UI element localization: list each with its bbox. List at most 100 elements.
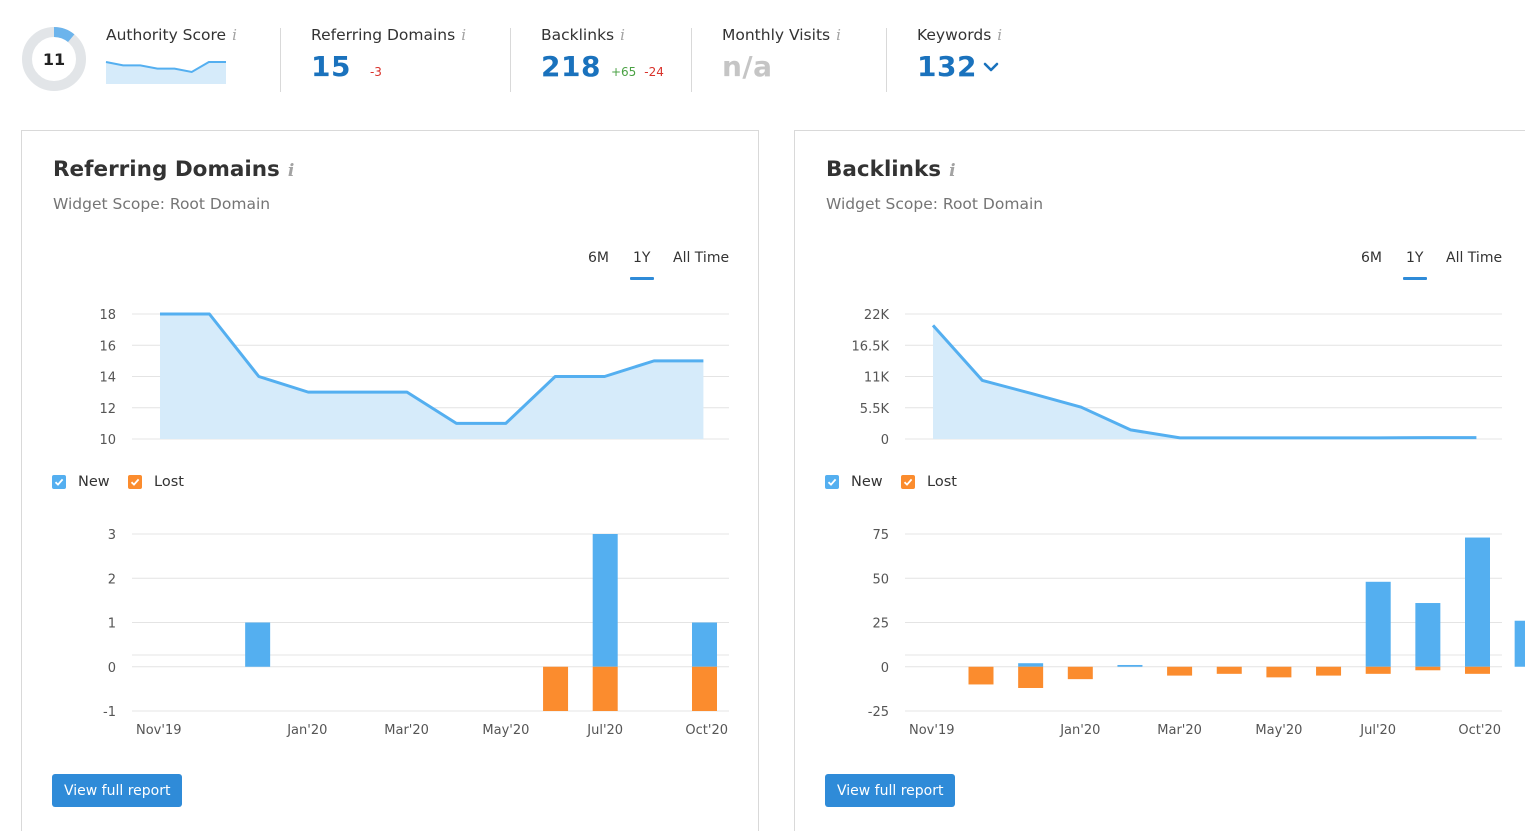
info-icon[interactable]: i: [461, 26, 467, 44]
referring-domains-bar-chart: 3 2 1 0 -1 Nov'19 Jan'20 Mar'20 May'20 Jul'20 Oct'…: [103, 528, 729, 738]
bar-lost: [968, 666, 994, 685]
referring-domains-metric[interactable]: Referring Domains i 15 -3: [311, 26, 466, 83]
checkbox-new[interactable]: [52, 475, 66, 489]
legend-new-label: New: [78, 474, 110, 490]
authority-score-sparkline: [105, 61, 226, 84]
y-tick-label: -1: [103, 705, 116, 720]
x-tick-label: Mar'20: [1157, 723, 1202, 738]
x-tick-label: Nov'19: [136, 723, 182, 738]
period-1y-tab[interactable]: 1Y: [1406, 250, 1424, 266]
monthly-visits-metric: Monthly Visits i n/a: [722, 26, 841, 83]
bar-lost: [1216, 666, 1242, 674]
bar-lost: [1167, 666, 1193, 676]
bar-lost: [1465, 666, 1490, 674]
x-tick-label: May'20: [482, 723, 529, 738]
backlinks-lost-delta: -24: [644, 65, 664, 79]
period-1y-tab[interactable]: 1Y: [633, 250, 651, 266]
divider: [691, 28, 692, 92]
info-icon[interactable]: i: [232, 26, 237, 44]
referring-domains-label: Referring Domains: [311, 26, 456, 44]
authority-score-label: Authority Score: [106, 26, 227, 44]
metrics-bar: 11 Authority Score i Referring Domains i 1…: [0, 0, 1525, 110]
bar-lost: [1365, 666, 1391, 674]
bar-new: [1018, 663, 1044, 667]
keywords-metric[interactable]: Keywords i 132: [917, 26, 1002, 83]
x-tick-label: Jul'20: [586, 723, 623, 738]
x-tick-label: Nov'19: [909, 723, 955, 738]
authority-score-metric: Authority Score i: [106, 26, 237, 44]
y-tick-label: 22K: [864, 308, 890, 323]
monthly-visits-label: Monthly Visits: [722, 26, 831, 44]
divider: [510, 28, 511, 92]
check-icon: [903, 478, 913, 486]
backlinks-value[interactable]: 218: [541, 50, 601, 83]
period-6m-tab[interactable]: 6M: [1361, 250, 1382, 266]
info-icon[interactable]: i: [287, 161, 295, 181]
legend-new[interactable]: New: [825, 474, 883, 490]
widget-title: Backlinks: [826, 157, 942, 182]
info-icon[interactable]: i: [620, 26, 625, 44]
bar-lost: [1415, 666, 1441, 671]
chevron-down-icon[interactable]: [983, 61, 999, 73]
check-icon: [827, 478, 837, 486]
check-icon: [54, 478, 64, 486]
info-icon[interactable]: i: [836, 26, 841, 44]
active-period-indicator: [630, 277, 654, 280]
period-all-time-tab[interactable]: All Time: [1446, 250, 1503, 266]
backlinks-metric[interactable]: Backlinks i 218 +65 -24: [541, 26, 664, 83]
y-tick-label: 11K: [864, 371, 890, 386]
legend-lost[interactable]: Lost: [901, 474, 957, 490]
checkbox-lost[interactable]: [128, 475, 142, 489]
x-tick-label: Jan'20: [1059, 723, 1100, 738]
series-line: [160, 312, 704, 425]
y-tick-label: 12: [99, 402, 116, 417]
view-full-report-button[interactable]: View full report: [52, 774, 183, 807]
y-tick-label: 14: [99, 371, 116, 386]
active-period-indicator: [1403, 277, 1427, 280]
period-all-time-tab[interactable]: All Time: [673, 250, 730, 266]
bar-lost: [543, 666, 569, 711]
bar-new: [1514, 620, 1525, 667]
bar-lost: [1067, 666, 1093, 680]
info-icon[interactable]: i: [997, 26, 1003, 44]
referring-domains-lost-delta: -3: [369, 65, 382, 79]
bar-new: [692, 622, 717, 667]
x-tick-label: Oct'20: [1458, 723, 1501, 738]
checkbox-lost[interactable]: [901, 475, 915, 489]
bar-lost: [692, 666, 717, 711]
area-fill: [160, 314, 704, 439]
bar-new: [1117, 664, 1143, 667]
legend-lost[interactable]: Lost: [128, 474, 184, 490]
bar-lost: [592, 666, 618, 711]
referring-domains-widget: Referring Domains i Widget Scope: Root Do…: [21, 130, 759, 831]
period-6m-tab[interactable]: 6M: [588, 250, 609, 266]
legend-lost-label: Lost: [927, 474, 957, 490]
y-tick-label: 2: [108, 572, 116, 587]
keywords-value[interactable]: 132: [917, 50, 977, 83]
legend-lost-label: Lost: [154, 474, 184, 490]
x-tick-label: Mar'20: [384, 723, 429, 738]
bar-new: [1415, 603, 1441, 667]
backlinks-area-chart: 22K 16.5K 11K 5.5K 0: [852, 308, 1502, 448]
area-fill: [933, 325, 1477, 439]
y-tick-label: -25: [868, 705, 889, 720]
backlinks-label: Backlinks: [541, 26, 615, 44]
view-full-report-button[interactable]: View full report: [825, 774, 956, 807]
referring-domains-area-chart: 18 16 14 12 10: [99, 308, 729, 448]
backlinks-new-delta: +65: [610, 65, 637, 79]
keywords-label: Keywords: [917, 26, 992, 44]
checkbox-new[interactable]: [825, 475, 839, 489]
y-tick-label: 25: [872, 617, 889, 632]
x-tick-label: Oct'20: [685, 723, 728, 738]
x-tick-label: May'20: [1255, 723, 1302, 738]
info-icon[interactable]: i: [949, 161, 956, 181]
referring-domains-value[interactable]: 15: [311, 50, 351, 83]
legend-new[interactable]: New: [52, 474, 110, 490]
y-tick-label: 16.5K: [852, 339, 890, 354]
y-tick-label: 18: [99, 308, 116, 323]
authority-score-gauge: 11: [22, 27, 86, 91]
widget-title: Referring Domains: [53, 157, 280, 182]
y-tick-label: 10: [99, 433, 116, 448]
y-tick-label: 3: [108, 528, 116, 543]
legend-new-label: New: [851, 474, 883, 490]
